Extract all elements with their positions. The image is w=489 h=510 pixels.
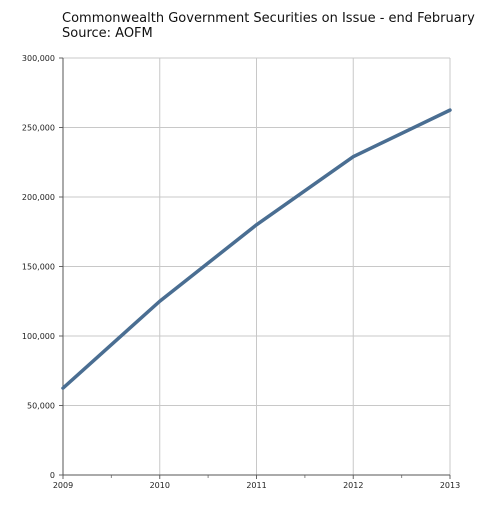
y-tick-label: 150,000 [22, 263, 55, 272]
chart-subtitle: Source: AOFM [62, 26, 153, 41]
chart-title-block: Commonwealth Government Securities on Is… [62, 11, 475, 41]
y-tick-label: 50,000 [27, 402, 55, 411]
data-point [449, 109, 451, 111]
grid-lines [63, 57, 451, 475]
x-tick-label: 2009 [53, 481, 73, 490]
y-tick-label: 250,000 [22, 124, 55, 133]
data-point [255, 224, 258, 226]
y-tick-label: 200,000 [22, 193, 55, 202]
data-point [62, 387, 64, 389]
x-tick-label: 2013 [440, 481, 460, 490]
series-layer [61, 108, 452, 390]
y-tick-label: 300,000 [22, 54, 55, 63]
data-point [352, 155, 355, 158]
axes [59, 57, 451, 479]
x-tick-label: 2010 [150, 481, 170, 490]
tick-labels: 0 50,000 100,000 150,000 200,000 250,000 300,0… [22, 54, 460, 490]
x-tick-label: 2011 [246, 481, 266, 490]
x-tick-label: 2012 [343, 481, 363, 490]
chart-title: Commonwealth Government Securities on Is… [62, 11, 475, 26]
data-point [158, 300, 161, 303]
y-tick-label: 100,000 [22, 332, 55, 341]
y-tick-label: 0 [50, 471, 55, 480]
